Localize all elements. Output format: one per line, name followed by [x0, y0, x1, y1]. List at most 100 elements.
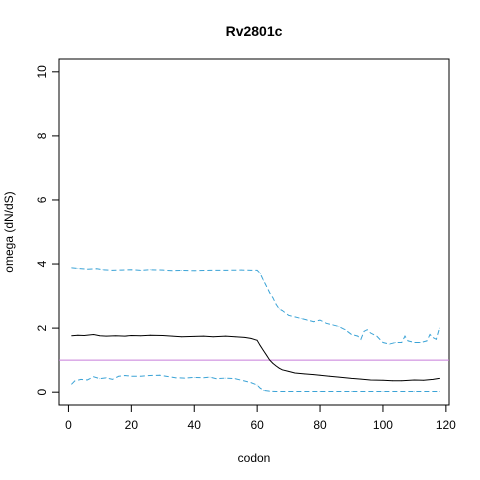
data-point-estimate	[382, 379, 384, 381]
data-point-upper-bound	[275, 303, 277, 305]
data-point-estimate	[266, 354, 267, 356]
data-point-lower-bound	[130, 375, 132, 377]
data-point-upper-bound	[121, 269, 123, 271]
data-point-estimate	[392, 380, 393, 382]
data-point-lower-bound	[215, 378, 217, 380]
data-point-upper-bound	[313, 321, 315, 323]
x-tick-label: 120	[436, 418, 456, 432]
data-point-upper-bound	[288, 314, 289, 316]
data-point-estimate	[225, 335, 227, 337]
data-point-estimate	[203, 335, 205, 337]
data-point-lower-bound	[74, 380, 76, 382]
data-point-lower-bound	[225, 377, 227, 379]
data-point-estimate	[171, 335, 173, 337]
x-tick-label: 80	[313, 418, 327, 432]
data-point-estimate	[351, 378, 352, 379]
data-point-upper-bound	[351, 334, 352, 335]
data-point-upper-bound	[376, 335, 378, 337]
x-tick-label: 60	[250, 418, 264, 432]
data-point-estimate	[149, 334, 151, 336]
data-point-estimate	[338, 376, 340, 378]
data-point-lower-bound	[259, 387, 261, 389]
data-point-estimate	[275, 365, 277, 367]
data-point-lower-bound	[112, 379, 113, 380]
data-point-upper-bound	[71, 267, 72, 269]
data-point-upper-bound	[112, 270, 113, 271]
y-axis-label: omega (dN/dS)	[2, 191, 16, 272]
series-line-lower-bound	[71, 374, 440, 392]
y-tick-label: 6	[35, 196, 49, 203]
data-point-estimate	[71, 335, 72, 337]
data-point-lower-bound	[159, 374, 161, 376]
data-point-upper-bound	[77, 268, 79, 269]
data-point-lower-bound	[209, 376, 211, 378]
data-point-upper-bound	[294, 316, 296, 318]
data-point-estimate	[130, 335, 132, 336]
data-point-upper-bound	[370, 332, 371, 334]
data-point-upper-bound	[250, 270, 252, 271]
y-tick-label: 10	[35, 65, 49, 79]
data-point-lower-bound	[203, 377, 205, 379]
y-tick-label: 8	[35, 132, 49, 139]
data-point-lower-bound	[118, 375, 120, 377]
data-point-estimate	[105, 335, 107, 337]
data-point-upper-bound	[388, 343, 390, 345]
data-point-upper-bound	[414, 342, 415, 343]
data-point-estimate	[269, 359, 271, 361]
data-point-upper-bound	[360, 338, 362, 340]
data-point-estimate	[234, 336, 236, 338]
y-tick-label: 2	[35, 324, 49, 331]
data-point-upper-bound	[429, 334, 431, 335]
data-point-lower-bound	[414, 391, 415, 392]
x-tick-label: 40	[188, 418, 202, 432]
data-point-upper-bound	[307, 319, 308, 321]
data-point-upper-bound	[436, 338, 437, 340]
data-point-lower-bound	[275, 391, 277, 392]
data-point-estimate	[212, 336, 214, 338]
data-point-lower-bound	[351, 391, 352, 392]
data-point-estimate	[181, 336, 183, 338]
data-point-upper-bound	[325, 322, 327, 324]
data-point-estimate	[140, 335, 142, 337]
data-point-estimate	[360, 378, 362, 380]
axes: 0 20 40 60 80 100 120 0 2 4 6 8 10	[35, 65, 456, 432]
data-point-estimate	[99, 335, 101, 337]
data-point-estimate	[370, 379, 371, 381]
data-point-estimate	[288, 371, 289, 372]
series-layer	[59, 267, 449, 392]
data-point-lower-bound	[140, 375, 142, 377]
data-point-estimate	[423, 379, 425, 381]
data-point-estimate	[313, 374, 315, 375]
data-point-lower-bound	[86, 379, 88, 381]
data-point-upper-bound	[130, 269, 132, 271]
data-point-lower-bound	[382, 391, 384, 392]
data-point-estimate	[193, 336, 195, 337]
data-point-lower-bound	[99, 378, 101, 380]
data-point-upper-bound	[266, 286, 267, 287]
x-tick-label: 0	[65, 418, 72, 432]
data-point-upper-bound	[281, 310, 283, 311]
data-point-estimate	[115, 335, 116, 337]
data-point-lower-bound	[234, 378, 236, 380]
data-point-lower-bound	[93, 376, 94, 378]
data-point-lower-bound	[256, 384, 258, 386]
data-point-estimate	[439, 378, 440, 379]
data-point-upper-bound	[263, 279, 264, 281]
data-point-upper-bound	[338, 326, 340, 327]
data-point-estimate	[278, 367, 280, 369]
data-point-estimate	[244, 337, 246, 338]
data-point-upper-bound	[225, 270, 227, 271]
data-point-upper-bound	[426, 340, 428, 342]
data-point-estimate	[272, 363, 274, 364]
data-point-estimate	[263, 350, 264, 351]
data-point-lower-bound	[269, 390, 271, 392]
data-point-upper-bound	[407, 340, 409, 342]
data-point-upper-bound	[269, 292, 271, 294]
data-point-upper-bound	[171, 270, 173, 272]
data-point-upper-bound	[401, 342, 403, 343]
data-point-lower-bound	[193, 377, 195, 378]
data-point-lower-bound	[71, 383, 72, 385]
data-point-upper-bound	[432, 337, 434, 339]
data-point-upper-bound	[300, 318, 302, 319]
